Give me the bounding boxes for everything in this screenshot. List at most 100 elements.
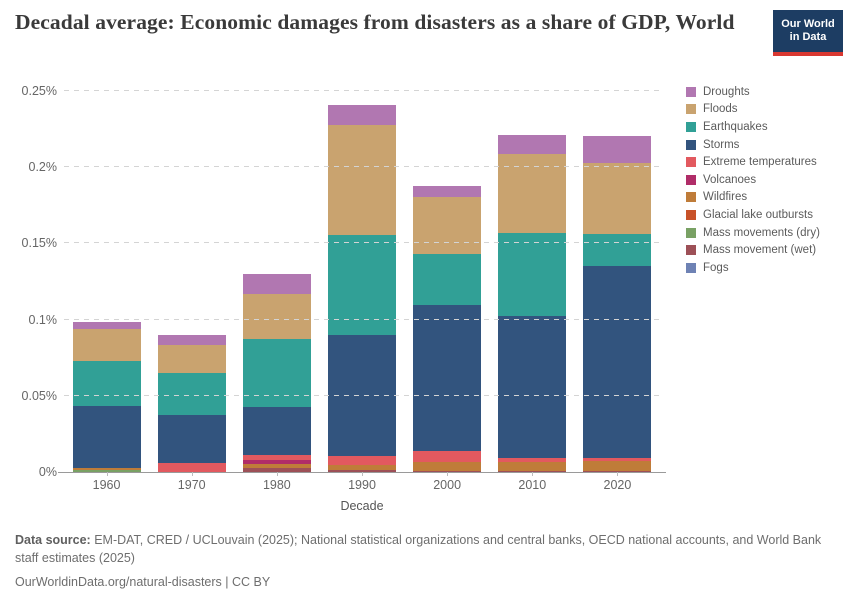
x-axis-tick-label: 2010 xyxy=(518,478,547,492)
bar-segment[interactable] xyxy=(583,163,652,235)
bar-segment[interactable] xyxy=(413,451,482,463)
y-gridline xyxy=(64,166,660,168)
y-gridline xyxy=(64,394,660,396)
bar-segment[interactable] xyxy=(413,186,482,197)
x-axis-tick-mark xyxy=(106,472,108,476)
legend-swatch-icon xyxy=(686,121,696,132)
bar-segment[interactable] xyxy=(413,305,482,452)
legend-swatch-icon xyxy=(686,245,696,256)
legend-item[interactable]: Extreme temperatures xyxy=(686,153,820,171)
bar-segment[interactable] xyxy=(72,361,141,407)
x-axis-tick-mark xyxy=(362,472,363,476)
x-axis-title: Decade xyxy=(340,499,384,513)
legend-item[interactable]: Mass movements (dry) xyxy=(686,224,820,242)
bar-segment[interactable] xyxy=(328,125,396,236)
y-axis-tick-label: 0.25% xyxy=(21,84,57,98)
bar-segment[interactable] xyxy=(242,464,311,469)
bar-segment[interactable] xyxy=(498,316,567,459)
legend-item[interactable]: Fogs xyxy=(686,259,820,277)
legend-item[interactable]: Floods xyxy=(686,101,820,119)
x-axis-tick-mark xyxy=(191,472,193,476)
legend-swatch-icon xyxy=(686,227,696,238)
bar-segment[interactable] xyxy=(498,470,567,472)
legend-item[interactable]: Storms xyxy=(686,136,820,154)
data-source-text: EM-DAT, CRED / UCLouvain (2025); Nationa… xyxy=(15,533,822,566)
legend-label: Droughts xyxy=(703,85,750,98)
data-source-note: Data source: EM-DAT, CRED / UCLouvain (2… xyxy=(15,531,837,567)
bar-segment[interactable] xyxy=(328,469,396,472)
bar-segment[interactable] xyxy=(72,469,141,472)
bar-segment[interactable] xyxy=(242,407,311,456)
legend-label: Floods xyxy=(703,103,738,116)
bar-segment[interactable] xyxy=(583,234,652,267)
legend-item[interactable]: Wildfires xyxy=(686,189,820,207)
legend-item[interactable]: Mass movement (wet) xyxy=(686,241,820,259)
bar-segment[interactable] xyxy=(498,458,567,462)
bar-segment[interactable] xyxy=(157,463,226,472)
bar-segment[interactable] xyxy=(72,328,141,362)
x-axis-tick-label: 2000 xyxy=(433,478,462,492)
bar-segment[interactable] xyxy=(413,462,482,471)
x-axis-tick-mark xyxy=(276,472,278,476)
x-axis-tick-label: 1990 xyxy=(348,478,376,492)
bar-segment[interactable] xyxy=(413,196,482,255)
legend: Droughts Floods Earthquakes Storms Extreme t… xyxy=(686,83,820,277)
legend-swatch-icon xyxy=(686,174,696,185)
bar-segment[interactable] xyxy=(242,455,311,461)
license-line[interactable]: OurWorldinData.org/natural-disasters | C… xyxy=(15,575,271,590)
bar-segment[interactable] xyxy=(583,471,652,472)
bar-segment[interactable] xyxy=(72,406,141,468)
bar-segment[interactable] xyxy=(328,104,396,126)
bar-segment[interactable] xyxy=(498,232,567,317)
bar-segment[interactable] xyxy=(583,266,652,458)
bar-segment[interactable] xyxy=(157,345,226,373)
bar-segment[interactable] xyxy=(72,322,141,329)
legend-swatch-icon xyxy=(686,157,696,168)
bar-segment[interactable] xyxy=(242,294,311,340)
legend-item[interactable]: Volcanoes xyxy=(686,171,820,189)
owid-logo-line2: in Data xyxy=(789,31,827,43)
bar-segment[interactable] xyxy=(328,455,396,465)
bar-segment[interactable] xyxy=(583,457,652,462)
bar-segment[interactable] xyxy=(498,461,567,471)
bar-segment[interactable] xyxy=(242,468,311,472)
bar-segment[interactable] xyxy=(157,415,226,464)
bar-segment[interactable] xyxy=(242,460,311,465)
x-axis-tick-mark xyxy=(532,472,534,476)
y-axis-tick-label: 0.15% xyxy=(21,236,57,251)
bar-segment[interactable] xyxy=(413,470,482,472)
bar-segment[interactable] xyxy=(413,254,482,306)
x-axis-tick-label: 1960 xyxy=(92,478,121,492)
legend-label: Glacial lake outbursts xyxy=(703,208,813,221)
legend-label: Earthquakes xyxy=(703,120,768,133)
legend-label: Volcanoes xyxy=(703,173,757,186)
bar-segment[interactable] xyxy=(498,135,567,155)
legend-label: Wildfires xyxy=(703,191,748,204)
owid-logo[interactable]: Our World in Data xyxy=(773,10,843,56)
legend-swatch-icon xyxy=(686,86,696,97)
bar-segment[interactable] xyxy=(242,339,311,408)
bar-segment[interactable] xyxy=(328,235,396,336)
bar-segment[interactable] xyxy=(72,467,141,470)
legend-swatch-icon xyxy=(686,139,696,150)
bar-segment[interactable] xyxy=(583,136,652,164)
legend-label: Storms xyxy=(703,138,740,151)
y-axis-tick-label: 0.05% xyxy=(21,388,57,403)
y-gridline xyxy=(64,318,660,320)
x-axis-tick-label: 1970 xyxy=(177,478,206,492)
x-axis-tick-label: 1980 xyxy=(262,478,291,492)
x-axis-tick-label: 2020 xyxy=(603,478,632,492)
legend-item[interactable]: Glacial lake outbursts xyxy=(686,206,820,224)
bar-segment[interactable] xyxy=(328,464,396,470)
legend-label: Extreme temperatures xyxy=(703,156,817,169)
bar-segment[interactable] xyxy=(242,274,311,295)
bar-segment[interactable] xyxy=(583,461,652,472)
chart-footer: Data source: EM-DAT, CRED / UCLouvain (2… xyxy=(15,531,837,591)
bar-segment[interactable] xyxy=(157,334,226,346)
legend-swatch-icon xyxy=(686,192,696,203)
legend-label: Fogs xyxy=(703,261,729,274)
legend-item[interactable]: Droughts xyxy=(686,83,820,101)
bar-segment[interactable] xyxy=(157,372,226,416)
legend-item[interactable]: Earthquakes xyxy=(686,118,820,136)
